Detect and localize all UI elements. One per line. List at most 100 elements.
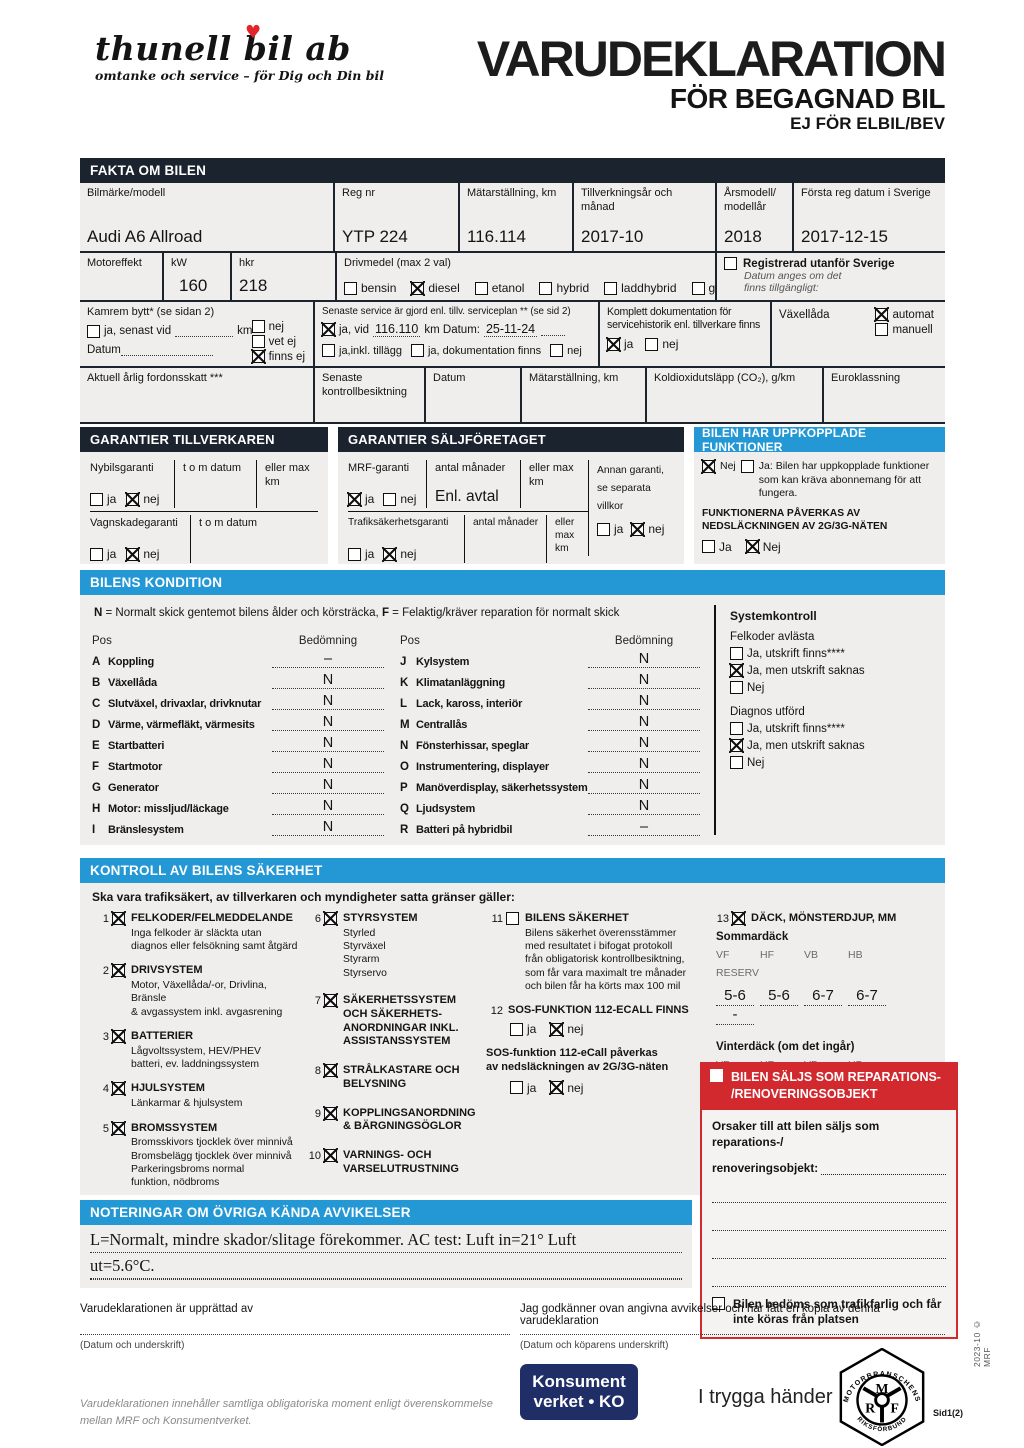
condition-grade[interactable]: N	[272, 673, 384, 689]
condition-grade[interactable]: N	[588, 757, 700, 773]
checkbox[interactable]	[250, 349, 266, 364]
checkbox[interactable]	[874, 307, 890, 322]
tire-depth-value[interactable]: 5-6	[716, 987, 754, 1006]
checkbox[interactable]	[729, 663, 744, 678]
condition-grade[interactable]: –	[272, 652, 384, 668]
trafik-ja-checkbox[interactable]	[348, 547, 361, 561]
checkbox[interactable]	[111, 1120, 126, 1136]
kw-value[interactable]: 160	[179, 276, 208, 296]
kamrem-ja-checkbox[interactable]	[87, 324, 100, 338]
bilens-sakerhet-checkbox[interactable]	[506, 912, 519, 925]
checkbox[interactable]	[691, 281, 705, 295]
checkbox[interactable]	[111, 963, 126, 979]
condition-grade[interactable]: N	[272, 757, 384, 773]
checkbox[interactable]	[111, 911, 126, 926]
repbox-blank-line[interactable]	[712, 1175, 946, 1203]
tire-depth-value[interactable]: 6-7	[848, 987, 886, 1006]
checkbox[interactable]	[410, 344, 424, 358]
tire-depth-value[interactable]: 5-6	[760, 987, 798, 1006]
checkbox[interactable]	[550, 344, 564, 358]
regnr-value[interactable]: YTP 224	[342, 227, 408, 247]
kamrem-datum-blank[interactable]	[120, 344, 213, 356]
vagnskade-nej-checkbox[interactable]	[125, 546, 141, 562]
checkbox[interactable]	[604, 281, 618, 295]
checkbox[interactable]	[323, 1148, 338, 1163]
trafik-nej-checkbox[interactable]	[382, 546, 398, 562]
dack-checkbox[interactable]	[731, 911, 746, 926]
condition-grade[interactable]: N	[272, 778, 384, 794]
condition-grade[interactable]: N	[588, 736, 700, 752]
condition-grade[interactable]: N	[272, 820, 384, 836]
condition-grade[interactable]: N	[272, 799, 384, 815]
tillverkningsar-value[interactable]: 2017-10	[581, 227, 644, 247]
repbox-blank-line[interactable]	[712, 1231, 946, 1259]
condition-grade[interactable]: N	[588, 673, 700, 689]
matarstallning-value[interactable]: 116.114	[467, 227, 526, 247]
ecall-nej-checkbox[interactable]	[549, 1021, 565, 1037]
ecall-ja-checkbox[interactable]	[510, 1022, 523, 1036]
condition-grade[interactable]: N	[272, 694, 384, 710]
vagnskade-ja-checkbox[interactable]	[90, 547, 103, 561]
checkbox[interactable]	[875, 323, 889, 336]
checkbox[interactable]	[730, 756, 743, 769]
sos-nej-checkbox[interactable]	[549, 1080, 565, 1096]
condition-grade[interactable]: N	[588, 778, 700, 794]
checkbox[interactable]	[730, 647, 743, 660]
checkbox[interactable]	[730, 722, 743, 735]
dok-ja-checkbox[interactable]	[606, 336, 621, 352]
checkbox[interactable]	[729, 738, 744, 753]
registrerad-checkbox[interactable]	[724, 257, 737, 270]
paverkas-nej-checkbox[interactable]	[744, 539, 760, 555]
mrf-ja-checkbox[interactable]	[347, 491, 362, 507]
checkbox[interactable]	[111, 1081, 126, 1097]
condition-grade[interactable]: –	[588, 820, 700, 836]
condition-grade[interactable]: N	[272, 715, 384, 731]
checkbox[interactable]	[323, 911, 338, 926]
mrf-garanti-value[interactable]: Enl. avtal	[435, 488, 499, 505]
checkbox[interactable]	[410, 280, 426, 296]
service-ja-checkbox[interactable]	[321, 322, 336, 338]
service-datum-value[interactable]: 25-11-24	[483, 322, 538, 338]
uppkopplade-ja-checkbox[interactable]	[740, 460, 754, 473]
forsta-reg-value[interactable]: 2017-12-15	[801, 227, 888, 247]
condition-grade[interactable]: N	[588, 715, 700, 731]
condition-grade[interactable]: N	[272, 736, 384, 752]
kamrem-km-blank[interactable]	[175, 325, 234, 338]
nybil-ja-checkbox[interactable]	[90, 492, 103, 506]
noteringar-line[interactable]: L=Normalt, mindre skador/slitage förekom…	[90, 1227, 682, 1253]
repbox-blank-line[interactable]	[712, 1203, 946, 1231]
bilmarke-value[interactable]: Audi A6 Allroad	[87, 227, 203, 247]
repbox-checkbox[interactable]	[710, 1069, 723, 1082]
checkbox[interactable]	[474, 281, 488, 295]
paverkas-ja-checkbox[interactable]	[702, 540, 715, 554]
annan-ja-checkbox[interactable]	[597, 522, 610, 536]
condition-grade[interactable]: N	[588, 799, 700, 815]
noteringar-line[interactable]	[90, 1279, 682, 1280]
dok-nej-checkbox[interactable]	[645, 337, 659, 351]
condition-grade[interactable]: N	[588, 652, 700, 668]
checkbox[interactable]	[344, 281, 357, 295]
buyer-signature-line[interactable]	[520, 1316, 945, 1335]
checkbox[interactable]	[539, 281, 553, 295]
annan-nej-checkbox[interactable]	[630, 521, 646, 537]
noteringar-line[interactable]: ut=5.6°C.	[90, 1253, 682, 1279]
arsmodell-value[interactable]: 2018	[724, 227, 762, 247]
uppkopplade-nej-checkbox[interactable]	[701, 459, 716, 474]
checkbox[interactable]	[323, 993, 338, 1008]
repbox-blank[interactable]	[821, 1162, 946, 1175]
checkbox[interactable]	[251, 320, 265, 333]
tire-depth-value[interactable]: 6-7	[804, 987, 842, 1006]
sos-ja-checkbox[interactable]	[510, 1081, 523, 1095]
checkbox[interactable]	[323, 1105, 338, 1121]
nybil-nej-checkbox[interactable]	[125, 491, 141, 507]
checkbox[interactable]	[251, 335, 265, 348]
checkbox[interactable]	[322, 344, 335, 358]
checkbox[interactable]	[323, 1063, 338, 1078]
checkbox[interactable]	[730, 681, 743, 694]
repbox-blank-line[interactable]	[712, 1259, 946, 1287]
checkbox[interactable]	[111, 1029, 126, 1045]
condition-grade[interactable]: N	[588, 694, 700, 710]
trafikfarlig-checkbox[interactable]	[712, 1296, 725, 1310]
service-km-value[interactable]: 116.110	[373, 322, 421, 338]
hkr-value[interactable]: 218	[239, 276, 268, 296]
